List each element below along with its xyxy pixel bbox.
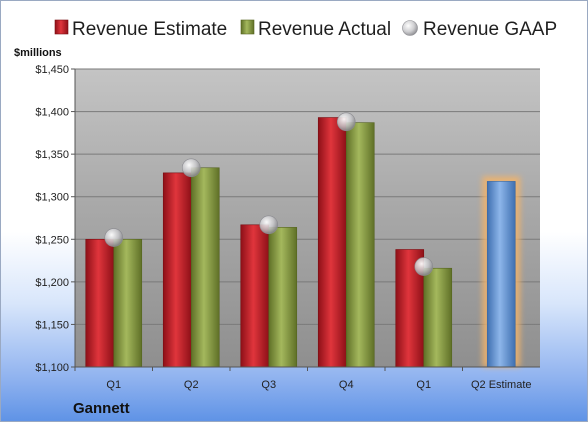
legend-swatch-actual	[240, 19, 255, 35]
bar-revenue-estimate-projection[interactable]	[486, 181, 516, 368]
bar-revenue-estimate[interactable]	[240, 224, 270, 368]
bar-revenue-estimate[interactable]	[85, 238, 115, 368]
y-tick-label: $1,350	[35, 149, 69, 161]
legend-item-gaap[interactable]: Revenue GAAP	[402, 19, 558, 40]
y-tick-label: $1,450	[35, 64, 69, 76]
plot-area	[75, 69, 540, 367]
gaap-markers	[104, 112, 434, 276]
marker-revenue-gaap[interactable]	[414, 257, 434, 276]
legend-swatch-estimate	[54, 19, 69, 35]
x-tick-label: Q4	[339, 379, 354, 391]
marker-revenue-gaap[interactable]	[336, 112, 356, 132]
x-tick-label: Q1	[106, 379, 121, 391]
bar-revenue-actual[interactable]	[190, 167, 220, 368]
legend-item-estimate[interactable]: Revenue Estimate	[54, 19, 227, 40]
bar-revenue-actual[interactable]	[113, 238, 143, 368]
bar-revenue-actual[interactable]	[268, 227, 298, 368]
bar-revenue-actual[interactable]	[345, 122, 375, 368]
x-tick-label: Q1	[416, 379, 431, 391]
marker-revenue-gaap[interactable]	[181, 158, 201, 178]
y-tick-label: $1,300	[35, 192, 69, 204]
bar-revenue-estimate[interactable]	[162, 172, 192, 368]
y-tick-label: $1,250	[35, 234, 69, 246]
legend-label-gaap: Revenue GAAP	[423, 19, 557, 40]
legend-label-estimate: Revenue Estimate	[72, 19, 227, 40]
y-axis-unit-label: $millions	[14, 47, 62, 59]
y-tick-label: $1,400	[35, 107, 69, 119]
x-axis-ticks: Q1 Q2 Q3 Q4 Q1 Q2 Estimate	[74, 366, 540, 391]
bars	[85, 117, 521, 368]
y-tick-label: $1,200	[35, 277, 69, 289]
y-tick-label: $1,150	[35, 319, 69, 331]
legend-item-actual[interactable]: Revenue Actual	[240, 19, 391, 40]
bar-revenue-actual[interactable]	[423, 267, 453, 368]
bar-revenue-estimate[interactable]	[317, 117, 347, 368]
y-tick-label: $1,100	[35, 362, 69, 374]
x-tick-label: Q2	[184, 379, 199, 391]
y-axis-ticks: $1,100 $1,150 $1,200 $1,250 $1,300 $1,350 $1,4…	[35, 64, 76, 374]
x-tick-label: Q2 Estimate	[471, 379, 532, 391]
company-name: Gannett	[73, 400, 130, 417]
marker-revenue-gaap[interactable]	[104, 228, 124, 247]
legend-label-actual: Revenue Actual	[258, 19, 391, 40]
legend-swatch-gaap	[402, 20, 418, 36]
marker-revenue-gaap[interactable]	[259, 215, 279, 235]
x-tick-label: Q3	[261, 379, 276, 391]
gridlines	[75, 68, 540, 368]
legend: Revenue Estimate Revenue Actual Revenue …	[54, 19, 558, 40]
